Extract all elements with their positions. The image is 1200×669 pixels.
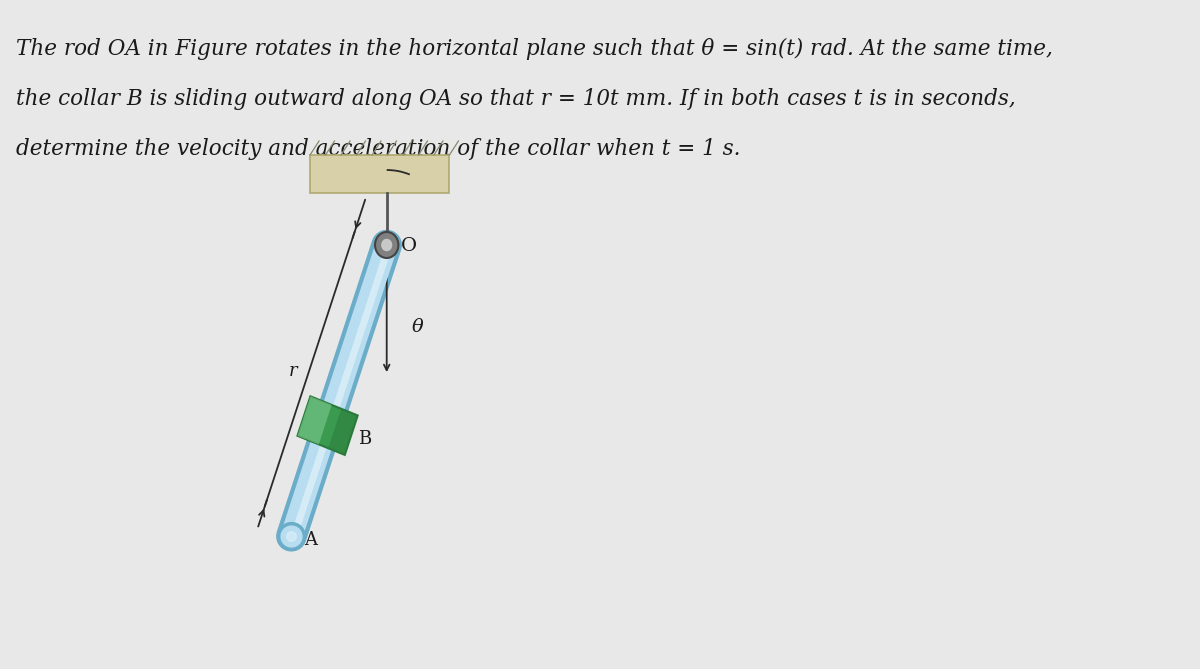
Bar xyxy=(310,155,450,193)
Circle shape xyxy=(376,232,398,258)
Text: O: O xyxy=(401,237,418,255)
Circle shape xyxy=(380,238,392,252)
Text: The rod OA in Figure rotates in the horizontal plane such that θ = sin(t) rad. A: The rod OA in Figure rotates in the hori… xyxy=(16,38,1054,60)
Polygon shape xyxy=(329,409,358,455)
Text: A: A xyxy=(304,531,317,549)
Text: B: B xyxy=(359,430,372,448)
Polygon shape xyxy=(298,396,358,455)
Polygon shape xyxy=(298,396,331,444)
Text: determine the velocity and acceleration of the collar when t = 1 s.: determine the velocity and acceleration … xyxy=(16,138,740,160)
Text: the collar B is sliding outward along OA so that r = 10t mm. If in both cases t : the collar B is sliding outward along OA… xyxy=(16,88,1016,110)
Text: r: r xyxy=(288,362,298,380)
Text: θ: θ xyxy=(412,318,424,336)
